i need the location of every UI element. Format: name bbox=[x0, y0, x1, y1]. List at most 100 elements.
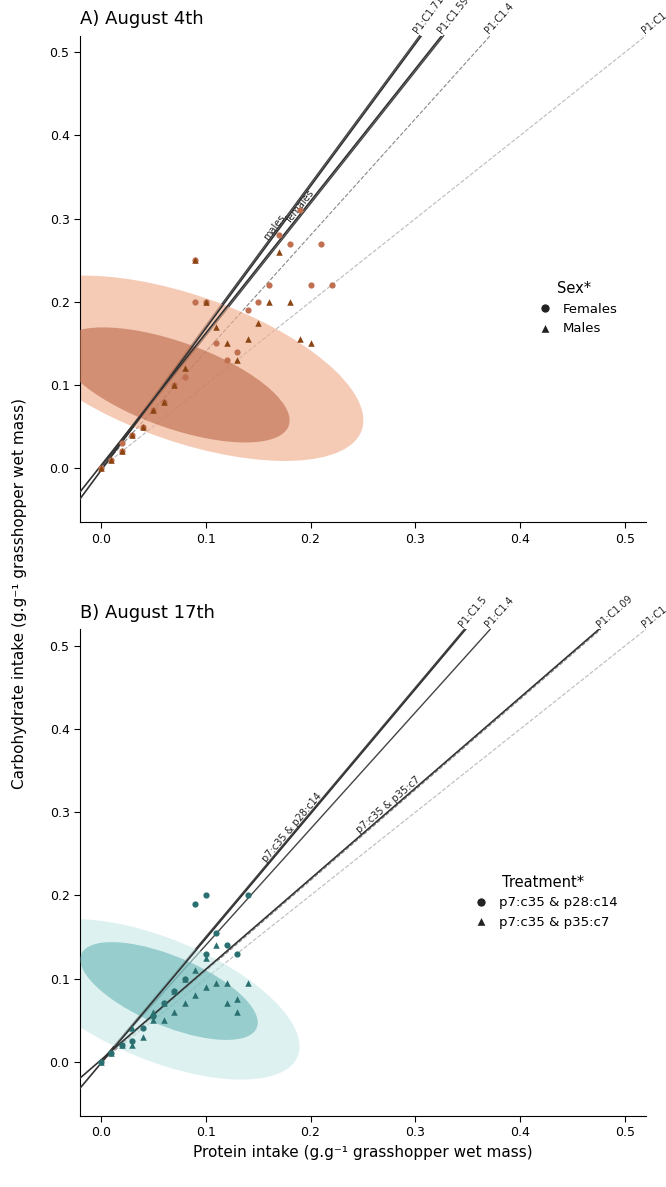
Point bbox=[274, 226, 284, 245]
Point bbox=[295, 201, 306, 220]
Point bbox=[211, 935, 222, 954]
Text: P1:C1.4: P1:C1.4 bbox=[483, 595, 515, 629]
Ellipse shape bbox=[6, 275, 364, 461]
Text: P1:C1.4: P1:C1.4 bbox=[483, 1, 515, 36]
Point bbox=[117, 1035, 127, 1054]
Ellipse shape bbox=[59, 328, 290, 443]
Point bbox=[253, 292, 264, 311]
Point bbox=[221, 350, 232, 369]
Point bbox=[242, 973, 253, 992]
Point bbox=[200, 944, 211, 963]
Point bbox=[127, 1035, 138, 1054]
Point bbox=[179, 969, 190, 988]
Point bbox=[137, 1027, 148, 1046]
Point bbox=[221, 935, 232, 954]
Point bbox=[169, 982, 180, 1001]
X-axis label: Protein intake (g.g⁻¹ grasshopper wet mass): Protein intake (g.g⁻¹ grasshopper wet ma… bbox=[193, 1144, 533, 1160]
Point bbox=[127, 1032, 138, 1050]
Point bbox=[190, 250, 200, 269]
Point bbox=[274, 242, 284, 261]
Point bbox=[295, 330, 306, 349]
Point bbox=[148, 1010, 159, 1029]
Point bbox=[263, 275, 274, 294]
Text: P1:C1.09: P1:C1.09 bbox=[595, 594, 634, 629]
Point bbox=[148, 1002, 159, 1021]
Point bbox=[211, 317, 222, 336]
Point bbox=[232, 342, 242, 361]
Point bbox=[221, 994, 232, 1013]
Point bbox=[159, 994, 169, 1013]
Point bbox=[190, 985, 200, 1004]
Text: females: females bbox=[284, 188, 316, 224]
Text: p7:c35 & p35:c7: p7:c35 & p35:c7 bbox=[354, 775, 422, 836]
Point bbox=[190, 960, 200, 979]
Point bbox=[200, 977, 211, 996]
Point bbox=[179, 969, 190, 988]
Point bbox=[159, 392, 169, 411]
Point bbox=[305, 275, 316, 294]
Point bbox=[211, 923, 222, 942]
Point bbox=[127, 425, 138, 444]
Point bbox=[169, 375, 180, 394]
Text: P1:C1.71: P1:C1.71 bbox=[412, 0, 446, 36]
Text: Carbohydrate intake (g.g⁻¹ grasshopper wet mass): Carbohydrate intake (g.g⁻¹ grasshopper w… bbox=[13, 398, 27, 789]
Point bbox=[137, 417, 148, 436]
Point bbox=[284, 234, 295, 253]
Legend: p7:c35 & p28:c14, p7:c35 & p35:c7: p7:c35 & p28:c14, p7:c35 & p35:c7 bbox=[463, 869, 623, 934]
Point bbox=[232, 944, 242, 963]
Ellipse shape bbox=[81, 942, 258, 1040]
Point bbox=[159, 1010, 169, 1029]
Point bbox=[95, 1052, 106, 1071]
Point bbox=[326, 275, 337, 294]
Point bbox=[169, 982, 180, 1001]
Point bbox=[242, 330, 253, 349]
Text: P1:C1: P1:C1 bbox=[640, 604, 666, 629]
Point bbox=[95, 458, 106, 477]
Point bbox=[127, 1018, 138, 1037]
Point bbox=[127, 425, 138, 444]
Point bbox=[232, 990, 242, 1009]
Point bbox=[190, 292, 200, 311]
Text: P1:C1.59: P1:C1.59 bbox=[436, 0, 471, 36]
Point bbox=[106, 1043, 117, 1062]
Point bbox=[179, 994, 190, 1013]
Point bbox=[148, 1007, 159, 1026]
Point bbox=[190, 894, 200, 913]
Point bbox=[137, 1018, 148, 1037]
Point bbox=[169, 375, 180, 394]
Point bbox=[305, 334, 316, 353]
Point bbox=[159, 994, 169, 1013]
Point bbox=[106, 450, 117, 469]
Point bbox=[242, 300, 253, 319]
Text: B) August 17th: B) August 17th bbox=[80, 604, 215, 622]
Point bbox=[200, 292, 211, 311]
Text: p7:c35 & p28:c14: p7:c35 & p28:c14 bbox=[260, 792, 324, 864]
Point bbox=[221, 334, 232, 353]
Point bbox=[316, 234, 326, 253]
Point bbox=[148, 400, 159, 419]
Point bbox=[253, 313, 264, 332]
Point bbox=[95, 458, 106, 477]
Point bbox=[211, 973, 222, 992]
Point bbox=[106, 1043, 117, 1062]
Point bbox=[117, 433, 127, 452]
Point bbox=[232, 1002, 242, 1021]
Point bbox=[232, 350, 242, 369]
Point bbox=[95, 1052, 106, 1071]
Point bbox=[284, 292, 295, 311]
Point bbox=[190, 250, 200, 269]
Text: males: males bbox=[261, 212, 287, 242]
Text: P1:C1: P1:C1 bbox=[640, 11, 666, 36]
Ellipse shape bbox=[17, 919, 300, 1079]
Text: P1:C1.5: P1:C1.5 bbox=[457, 594, 488, 629]
Point bbox=[221, 973, 232, 992]
Point bbox=[137, 417, 148, 436]
Point bbox=[106, 450, 117, 469]
Point bbox=[211, 334, 222, 353]
Point bbox=[117, 442, 127, 461]
Point bbox=[169, 1002, 180, 1021]
Point bbox=[179, 358, 190, 377]
Point bbox=[159, 392, 169, 411]
Point bbox=[148, 400, 159, 419]
Point bbox=[200, 886, 211, 904]
